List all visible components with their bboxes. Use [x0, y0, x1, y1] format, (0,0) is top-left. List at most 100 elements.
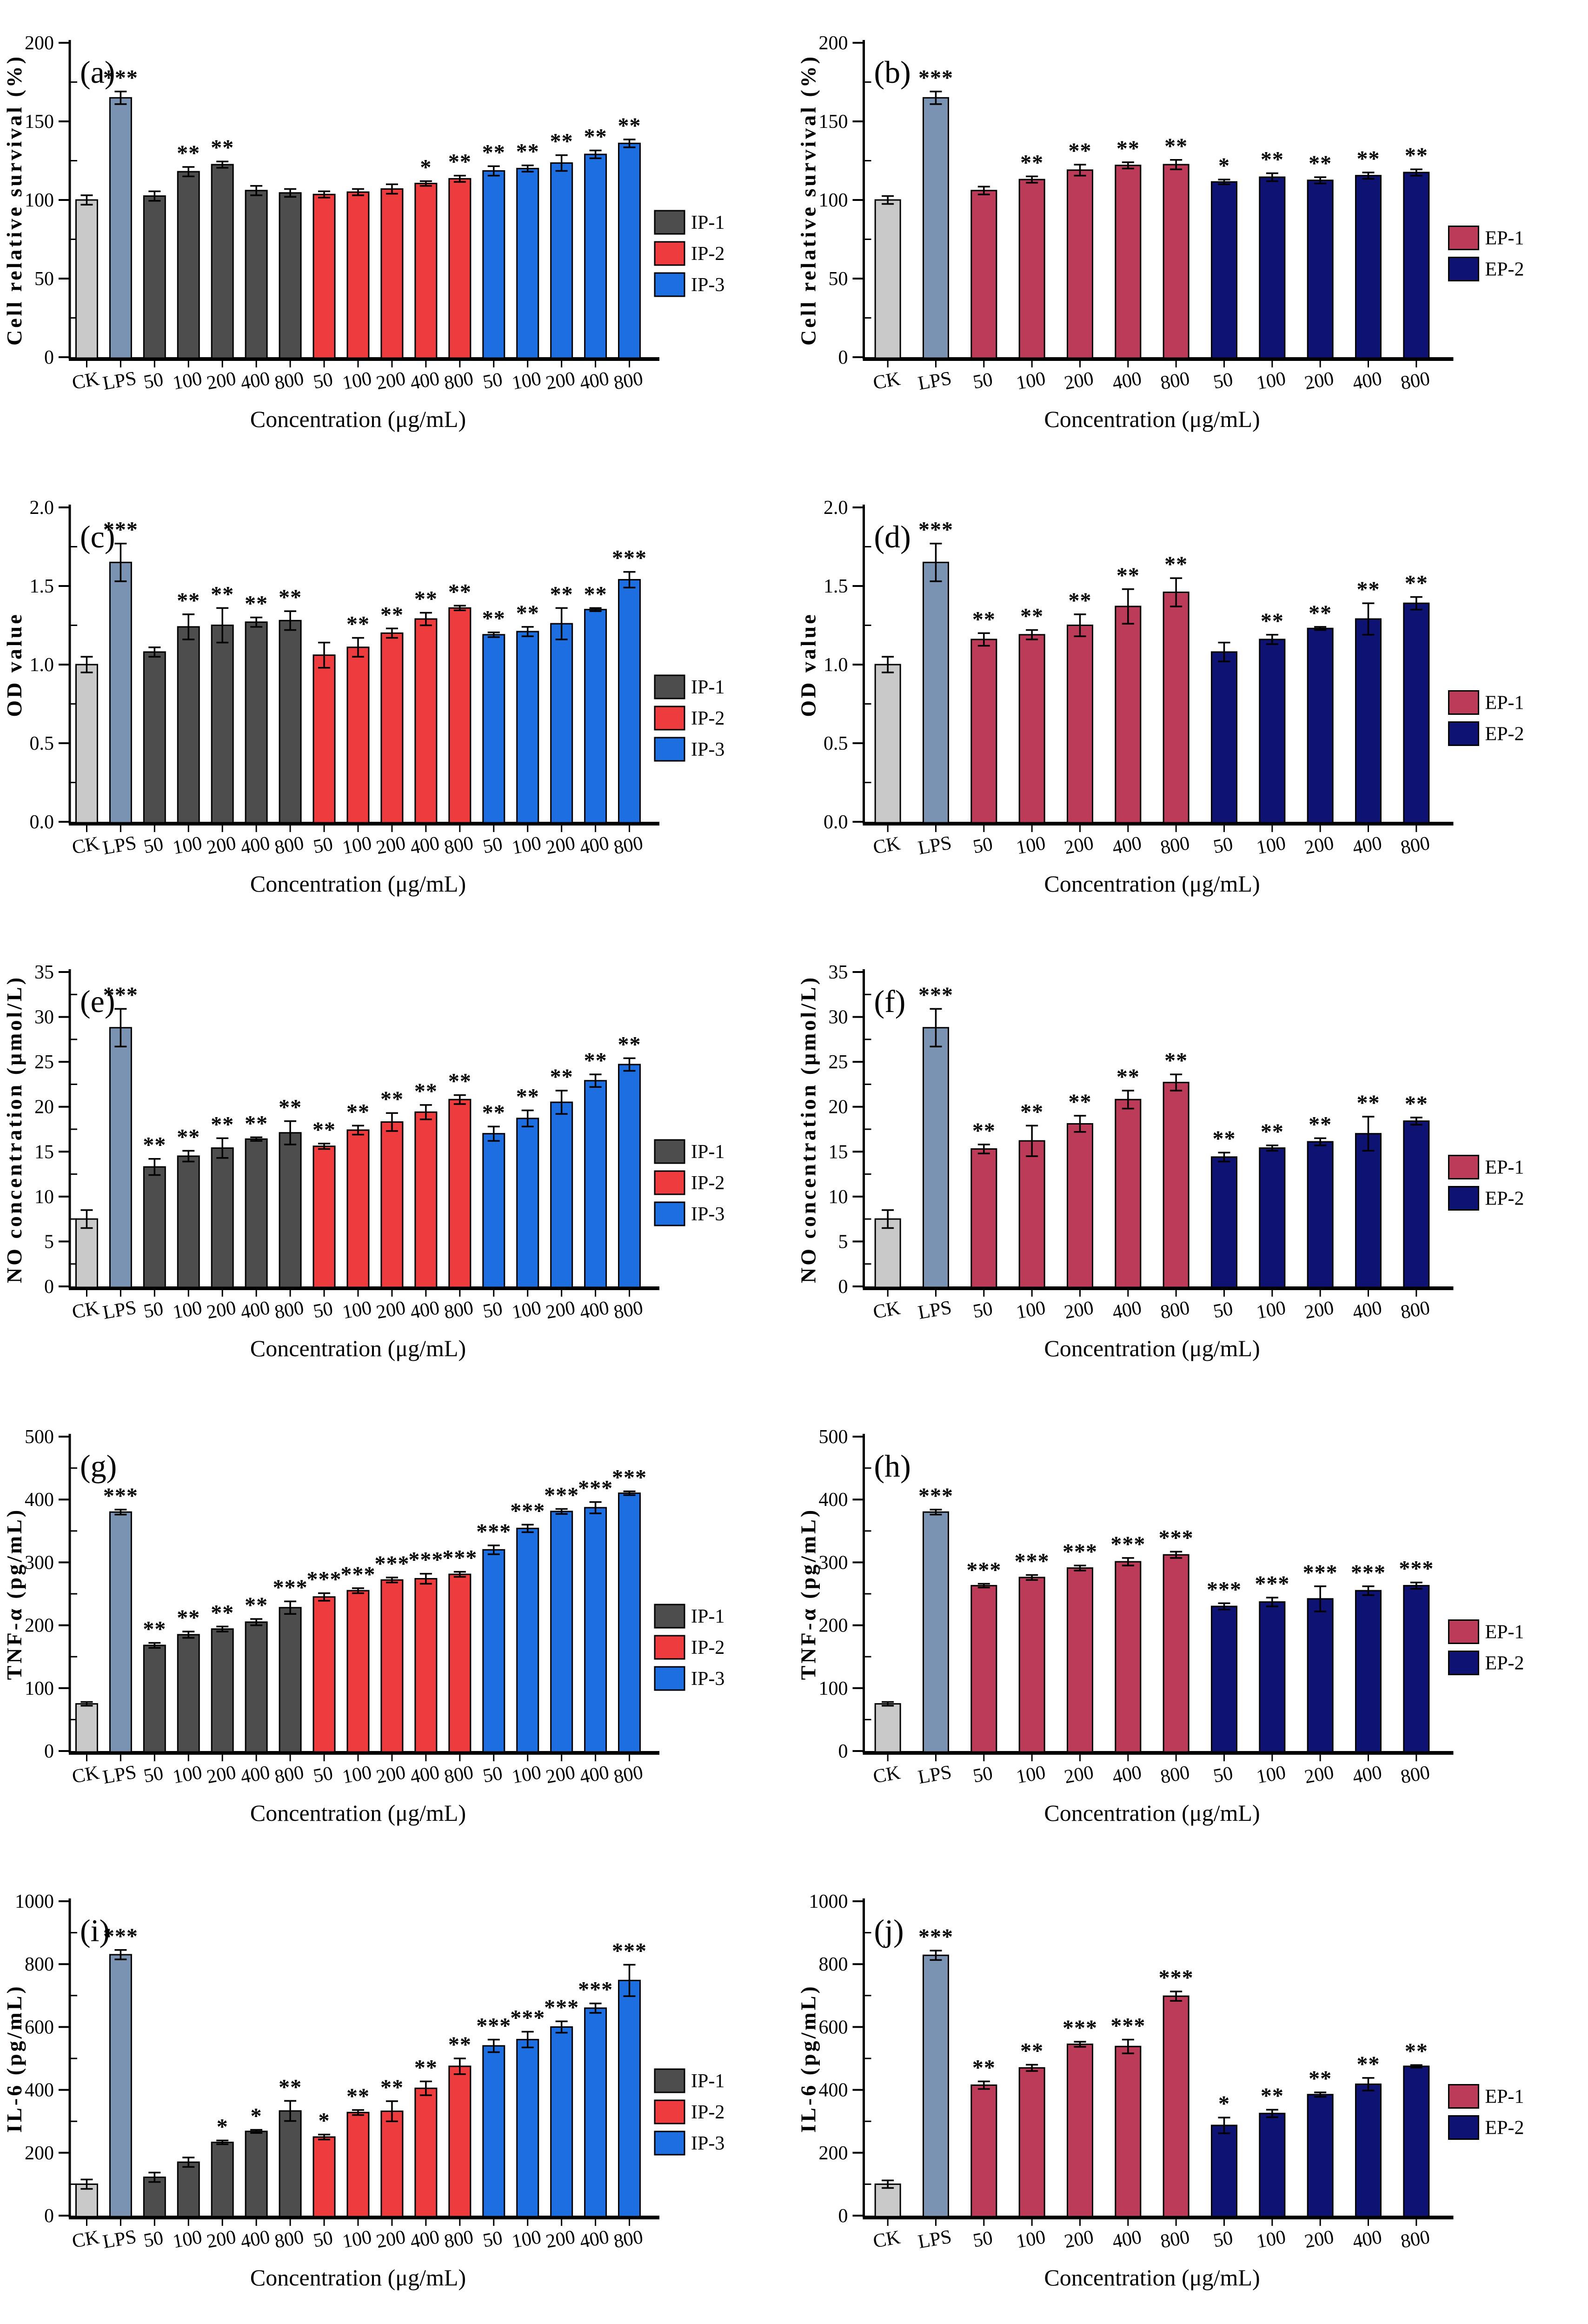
bar-800 [618, 1064, 641, 1288]
y-tick-label: 300 [819, 1552, 848, 1573]
y-tick-label: 0 [838, 1741, 848, 1762]
significance-marker: *** [510, 1498, 545, 1523]
significance-marker: ** [482, 606, 505, 631]
x-tick-label: CK [871, 1297, 902, 1323]
legend-swatch-IP-2 [654, 241, 685, 266]
bar-50 [312, 1596, 336, 1753]
x-axis-title: Concentration (μg/mL) [1044, 2264, 1260, 2291]
significance-marker: ** [414, 586, 438, 611]
significance-marker: * [1218, 153, 1230, 178]
x-tick-label: CK [70, 1297, 100, 1323]
bar-LPS [109, 1027, 132, 1288]
x-tick-label: LPS [917, 367, 953, 394]
bar-CK [75, 664, 98, 824]
bar-800 [279, 2110, 302, 2217]
bar-800 [279, 1132, 302, 1288]
x-tick-label: 50 [142, 833, 165, 858]
significance-marker: ** [1261, 1119, 1284, 1144]
significance-marker: ** [346, 612, 370, 637]
x-tick-label: CK [871, 832, 902, 858]
x-tick-label: 100 [171, 2226, 204, 2252]
legend-swatch-IP-2 [654, 1635, 685, 1660]
x-tick-label: 400 [239, 368, 272, 394]
legend-label: IP-2 [691, 243, 724, 265]
x-tick-label: 400 [409, 2226, 441, 2252]
y-tick-label: 30 [34, 1007, 54, 1028]
bar-100 [516, 631, 539, 824]
bar-200 [1307, 1141, 1334, 1288]
bar-800 [448, 1099, 472, 1288]
significance-marker: ** [550, 582, 573, 606]
y-tick-label: 1000 [809, 1891, 848, 1912]
significance-marker: ** [972, 1119, 996, 1143]
y-tick-label: 0 [838, 347, 848, 368]
bar-100 [177, 1634, 200, 1753]
x-tick-label: CK [70, 368, 100, 393]
significance-marker: ** [245, 1111, 268, 1136]
bar-400 [1355, 2083, 1382, 2217]
significance-marker: ** [1069, 139, 1092, 163]
y-tick-label: 25 [34, 1052, 54, 1073]
x-tick-label: 200 [375, 832, 407, 859]
x-tick-label: LPS [917, 2226, 953, 2253]
y-tick-label: 20 [829, 1097, 848, 1118]
significance-marker: ** [1116, 563, 1140, 588]
bar-800 [1403, 172, 1430, 359]
x-tick-label: 50 [971, 833, 994, 858]
bar-800 [1163, 1995, 1189, 2217]
significance-marker: *** [103, 66, 138, 90]
bar-200 [1067, 1567, 1093, 1753]
y-tick-label: 5 [838, 1231, 848, 1252]
bar-800 [618, 1492, 641, 1753]
significance-marker: ** [245, 1593, 268, 1618]
x-tick-label: 200 [375, 2226, 407, 2252]
significance-marker: ** [245, 592, 268, 616]
x-tick-label: 200 [1303, 2226, 1336, 2252]
significance-marker: ** [1357, 1091, 1380, 1115]
significance-marker: *** [1159, 1525, 1194, 1550]
significance-marker: ** [482, 1100, 505, 1125]
bar-200 [550, 623, 573, 824]
y-tick-label: 0 [44, 2205, 54, 2227]
bar-800 [279, 619, 302, 824]
bar-200 [211, 1628, 234, 1753]
y-tick-label: 100 [25, 1678, 54, 1699]
legend-label: EP-2 [1485, 1653, 1524, 1674]
x-tick-label: 100 [341, 1762, 373, 1788]
y-tick-label: 200 [819, 1615, 848, 1637]
significance-marker: *** [612, 546, 647, 571]
y-tick-label: 800 [819, 1954, 848, 1975]
y-axis-title: TNF-α (pg/mL) [797, 1508, 820, 1680]
x-tick-label: 100 [171, 832, 204, 859]
x-tick-label: 50 [1212, 2227, 1235, 2252]
bar-100 [516, 1118, 539, 1288]
significance-marker: ** [1309, 2066, 1332, 2091]
legend-swatch-EP-2 [1448, 257, 1479, 281]
x-tick-label: 200 [205, 2226, 238, 2252]
bar-400 [414, 2087, 438, 2217]
significance-marker: ** [1164, 1048, 1188, 1073]
significance-marker: ** [1357, 146, 1380, 171]
significance-marker: ** [279, 585, 302, 610]
significance-marker: *** [578, 1476, 613, 1501]
y-tick-label: 0.5 [30, 733, 54, 754]
y-tick-label: 400 [25, 2080, 54, 2101]
bar-400 [245, 1621, 268, 1753]
bar-50 [312, 2136, 336, 2217]
significance-marker: ** [1405, 2039, 1428, 2064]
chart-svg-e: 0 5 10 15 20 25 30 35 NO concentration (μmol/L) C… [2, 962, 724, 1361]
legend-swatch-EP-1 [1448, 2084, 1479, 2109]
x-tick-label: 100 [510, 832, 543, 859]
y-tick-label: 600 [25, 2017, 54, 2038]
significance-marker: *** [918, 1924, 953, 1949]
bar-100 [1259, 1601, 1286, 1753]
significance-marker: ** [1357, 577, 1380, 602]
bar-200 [1307, 180, 1334, 359]
panel-g: 0 100 200 300 400 500 TNF-α (pg/mL) CK *** LPS ** 5… [0, 1394, 794, 1858]
significance-marker: ** [1164, 552, 1188, 577]
legend-label: IP-3 [691, 1204, 724, 1225]
legend-label: IP-2 [691, 2102, 724, 2123]
significance-marker: ** [177, 1125, 200, 1149]
significance-marker: *** [918, 66, 953, 90]
y-tick-label: 200 [819, 2143, 848, 2164]
